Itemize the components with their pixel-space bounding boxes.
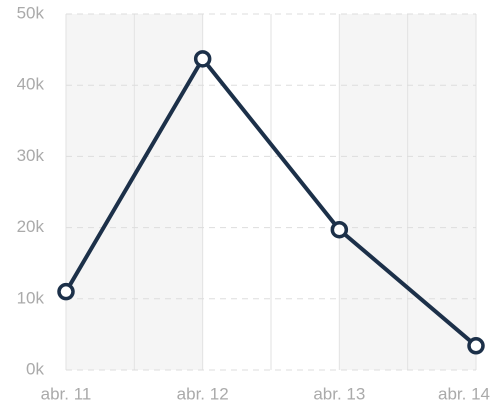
x-tick-label: abr. 14 <box>438 384 490 403</box>
point <box>330 220 349 239</box>
x-tick-label: abr. 12 <box>177 384 229 403</box>
y-tick-label: 0k <box>26 359 44 378</box>
y-tick-label: 50k <box>17 3 45 22</box>
point <box>467 337 485 355</box>
x-tick-label: abr. 13 <box>313 384 365 403</box>
point <box>193 50 212 68</box>
x-tick-label: abr. 11 <box>41 384 92 403</box>
y-tick-label: 20k <box>17 217 45 236</box>
point <box>57 282 75 301</box>
y-tick-label: 40k <box>17 75 45 94</box>
y-tick-label: 10k <box>17 288 45 307</box>
line <box>64 56 478 348</box>
y-tick-label: 30k <box>17 146 45 165</box>
